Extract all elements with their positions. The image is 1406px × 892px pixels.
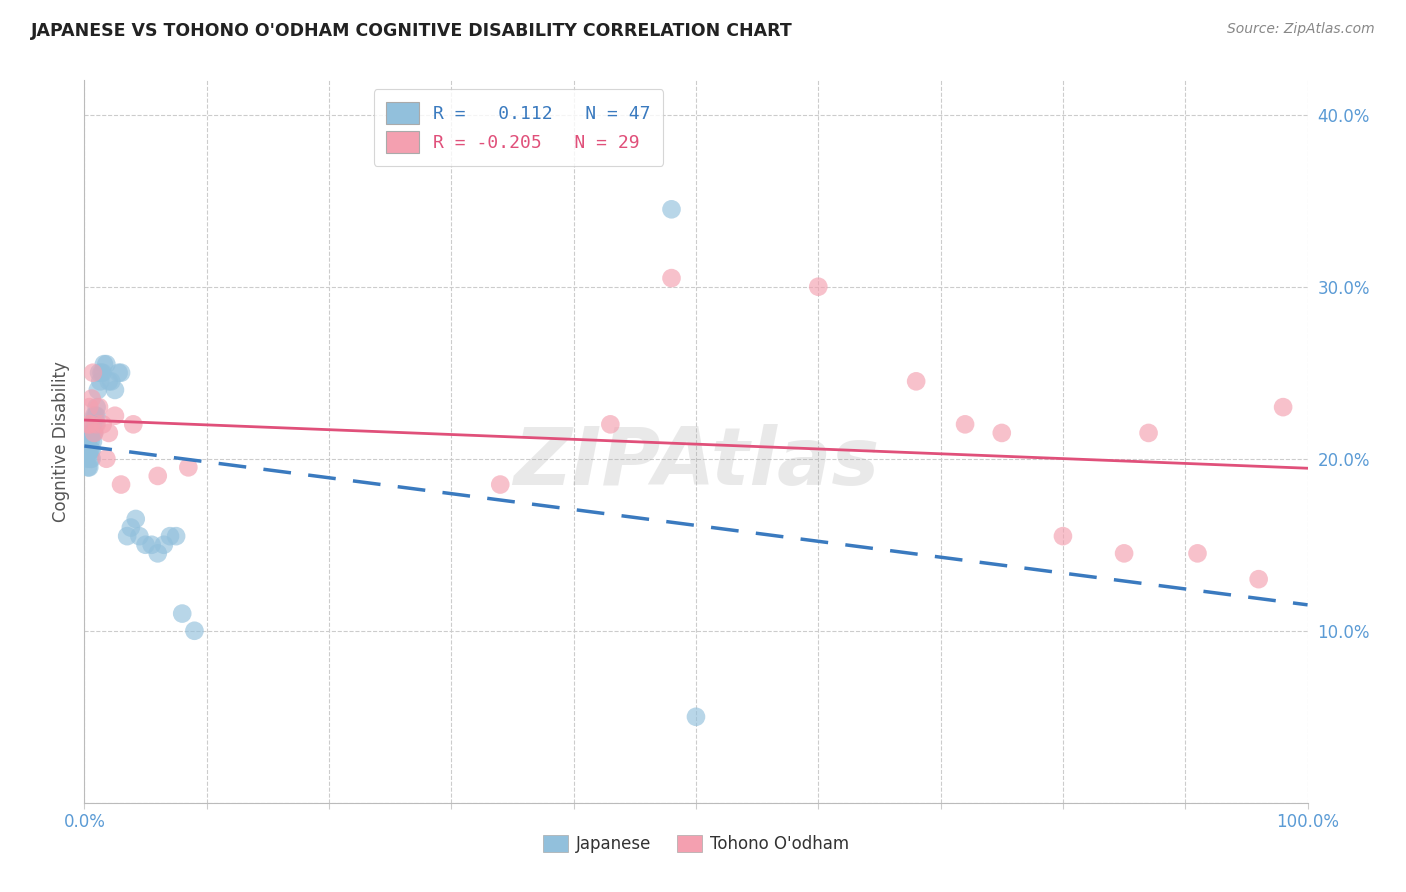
Point (80, 392, 103, 406)
Point (86, 400, 108, 414)
Point (110, 366, 132, 380)
Point (84, 409, 107, 423)
Point (1114, 546, 1136, 560)
Point (177, 460, 200, 475)
Point (1272, 400, 1295, 414)
Point (489, 477, 512, 491)
Point (104, 409, 127, 423)
Point (125, 512, 148, 526)
Point (953, 417, 976, 432)
Point (146, 546, 169, 560)
Point (1247, 572, 1270, 586)
Point (599, 417, 621, 432)
Point (120, 520, 142, 534)
Point (91, 366, 114, 380)
Point (79, 417, 101, 432)
Point (79, 451, 101, 466)
Point (93, 357, 115, 371)
Point (77, 460, 100, 475)
Point (146, 469, 169, 483)
Text: Source: ZipAtlas.com: Source: ZipAtlas.com (1227, 22, 1375, 37)
Point (135, 538, 157, 552)
Point (83, 425, 105, 440)
Point (91, 417, 114, 432)
Point (82, 366, 104, 380)
Point (153, 538, 176, 552)
Point (104, 383, 127, 397)
Point (96, 357, 118, 371)
Point (115, 529, 138, 543)
Point (97, 375, 120, 389)
Point (80, 425, 103, 440)
Point (79, 434, 101, 449)
Point (807, 279, 830, 293)
Point (80, 451, 103, 466)
Point (83, 409, 105, 423)
Point (685, 710, 707, 724)
Point (100, 375, 122, 389)
Point (122, 417, 145, 432)
Point (86, 409, 108, 423)
Point (128, 529, 150, 543)
Legend: Japanese, Tohono O'odham: Japanese, Tohono O'odham (536, 828, 856, 860)
Point (77, 434, 100, 449)
Text: JAPANESE VS TOHONO O'ODHAM COGNITIVE DISABILITY CORRELATION CHART: JAPANESE VS TOHONO O'ODHAM COGNITIVE DIS… (31, 22, 793, 40)
Point (77, 460, 100, 475)
Point (80, 443, 103, 458)
Point (141, 538, 163, 552)
Point (86, 417, 108, 432)
Point (82, 434, 104, 449)
Point (172, 607, 194, 621)
Point (82, 417, 104, 432)
Point (107, 366, 129, 380)
Point (87, 383, 110, 397)
Y-axis label: Cognitive Disability: Cognitive Disability (52, 361, 70, 522)
Point (165, 529, 187, 543)
Point (77, 400, 100, 414)
Point (96, 451, 118, 466)
Point (905, 375, 928, 389)
Point (84, 417, 107, 432)
Point (82, 425, 104, 440)
Point (1052, 529, 1074, 543)
Point (991, 425, 1014, 440)
Point (1187, 546, 1209, 560)
Point (661, 271, 683, 285)
Point (76, 451, 98, 466)
Point (89, 375, 111, 389)
Point (90, 366, 112, 380)
Point (83, 425, 105, 440)
Point (87, 366, 110, 380)
Point (77, 425, 100, 440)
Point (110, 477, 132, 491)
Point (77, 417, 100, 432)
Point (661, 202, 683, 217)
Text: ZIPAtlas: ZIPAtlas (513, 425, 879, 502)
Point (77, 443, 100, 458)
Point (1137, 425, 1160, 440)
Point (79, 443, 101, 458)
Point (183, 624, 205, 638)
Point (97, 425, 120, 440)
Point (159, 529, 181, 543)
Point (87, 400, 110, 414)
